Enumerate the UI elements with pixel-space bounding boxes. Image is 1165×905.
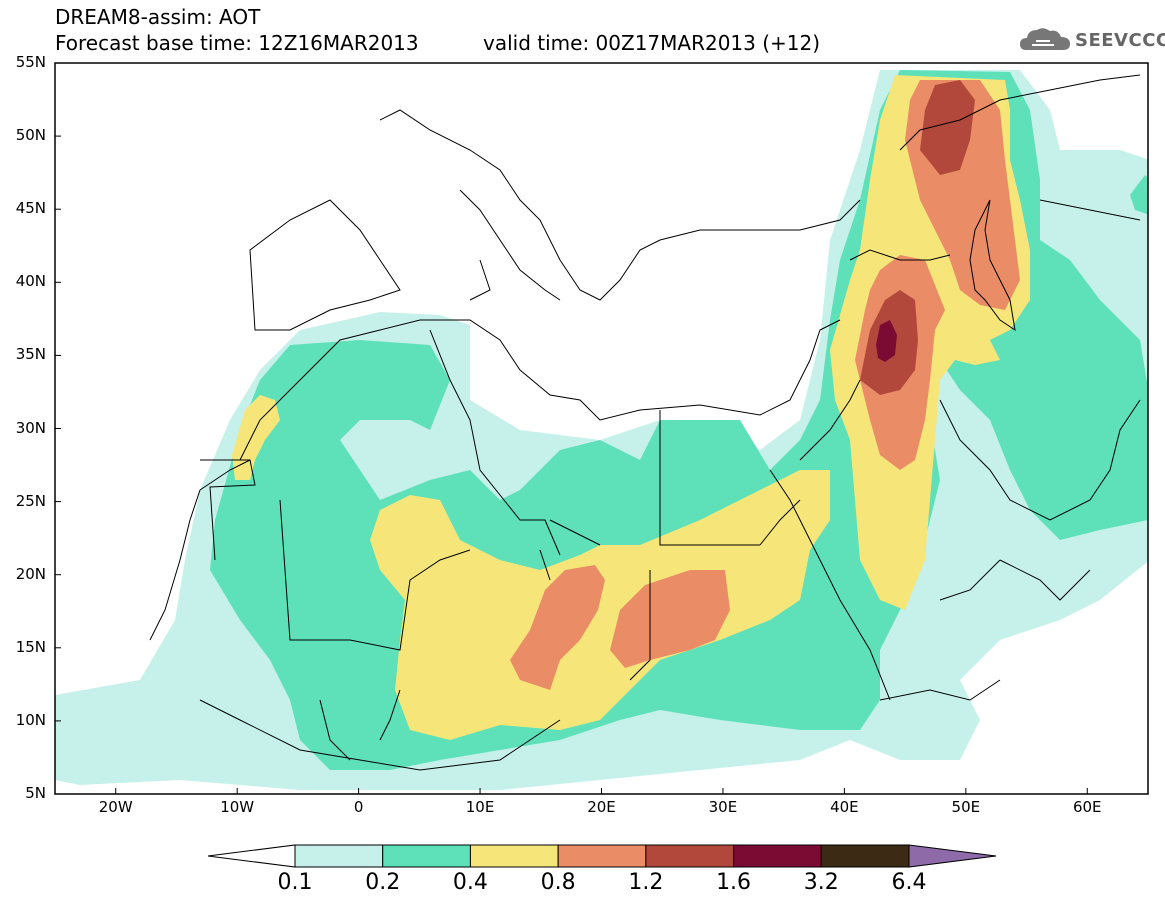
colorbar-label: 0.4	[452, 870, 488, 895]
lat-tick-label: 35N	[15, 345, 46, 364]
lat-tick-label: 45N	[15, 199, 46, 218]
lat-tick-label: 50N	[15, 126, 46, 145]
lat-tick-label: 25N	[15, 491, 46, 510]
lon-tick-label: 60E	[1072, 798, 1102, 816]
colorbar-left-arrow	[207, 844, 296, 868]
cloud-icon	[1020, 28, 1070, 50]
colorbar-label: 6.4	[891, 870, 927, 895]
lat-tick-label: 30N	[15, 418, 46, 437]
logo-text: SEEVCCC	[1075, 30, 1165, 51]
colorbar-label: 0.2	[365, 870, 401, 895]
contour-1.2-north	[920, 80, 975, 175]
lon-tick-label: 50E	[951, 798, 981, 816]
lon-tick-label: 10W	[220, 798, 255, 816]
contour-0.4	[370, 470, 830, 740]
colorbar	[207, 844, 997, 868]
colorbar-label: 3.2	[803, 870, 839, 895]
lat-tick-label: 20N	[15, 564, 46, 583]
aot-contours	[55, 70, 1148, 790]
valid-time: valid time: 00Z17MAR2013 (+12)	[483, 31, 821, 55]
colorbar-box	[645, 844, 735, 868]
seevccc-logo: SEEVCCC	[1018, 24, 1165, 58]
contour-0.2-spot	[1130, 175, 1148, 215]
colorbar-box	[294, 844, 384, 868]
contour-1.6	[876, 320, 897, 362]
coastlines	[149, 74, 1141, 771]
colorbar-box	[733, 844, 822, 868]
colorbar-label: 0.8	[540, 870, 576, 895]
lon-tick-label: 20E	[587, 798, 616, 816]
colorbar-label: 0.1	[277, 870, 313, 895]
forecast-base-time: Forecast base time: 12Z16MAR2013	[55, 31, 419, 55]
lon-tick-label: 20W	[98, 798, 133, 816]
lat-tick-label: 55N	[15, 53, 46, 71]
map-title: DREAM8-assim: AOT	[55, 5, 261, 29]
colorbar-box	[382, 844, 471, 868]
contour-0.4-morocco	[232, 395, 280, 480]
lat-tick-label: 5N	[25, 784, 46, 802]
colorbar-box	[469, 844, 559, 868]
lat-tick-label: 15N	[15, 637, 46, 656]
lon-tick-label: 10E	[465, 798, 495, 816]
lon-tick-label: 0	[353, 798, 364, 816]
contour-0.8-chad	[610, 570, 730, 668]
lat-tick-label: 10N	[15, 710, 46, 729]
colorbar-box	[820, 844, 910, 868]
lat-tick-label: 40N	[15, 272, 46, 291]
colorbar-right-arrow	[908, 844, 997, 868]
colorbar-label: 1.6	[716, 870, 752, 895]
lon-tick-label: 30E	[708, 798, 738, 816]
contour-0.8-sahel	[510, 565, 605, 690]
colorbar-label: 1.2	[628, 870, 664, 895]
lon-tick-label: 40E	[830, 798, 859, 816]
axis-ticks	[55, 62, 1088, 795]
colorbar-box	[557, 844, 647, 868]
